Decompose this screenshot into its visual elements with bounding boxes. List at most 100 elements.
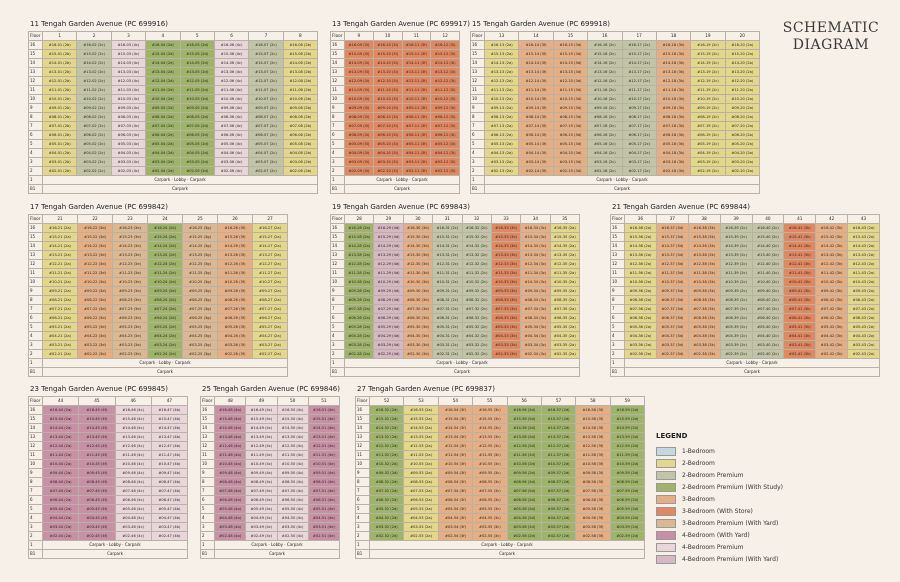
unit-cell[interactable]: #12-22 (3d) — [77, 259, 113, 269]
unit-cell[interactable]: #09-19 (2c) — [690, 103, 726, 113]
unit-cell[interactable]: #05-36 (2a) — [624, 322, 657, 332]
unit-cell[interactable]: #16-24 (2d) — [147, 223, 183, 233]
unit-cell[interactable]: #11-35 (2a) — [549, 268, 581, 278]
unit-cell[interactable]: #04-51 (4e) — [307, 513, 341, 523]
unit-cell[interactable]: #13-12 (3i) — [430, 67, 460, 77]
unit-cell[interactable]: #11-16 (2c) — [587, 85, 623, 95]
unit-cell[interactable]: #14-39 (2c) — [719, 241, 753, 251]
unit-cell[interactable]: #12-35 (2a) — [549, 259, 581, 269]
unit-cell[interactable]: #05-48 (4a) — [213, 504, 247, 514]
unit-cell[interactable]: #10-43 (2a) — [847, 277, 880, 287]
unit-cell[interactable]: #02-40 (2c) — [751, 349, 785, 359]
unit-cell[interactable]: #09-45 (4f) — [78, 468, 116, 478]
unit-cell[interactable]: #12-26 (3f) — [217, 259, 253, 269]
unit-cell[interactable]: #05-56 (2d) — [506, 504, 542, 514]
unit-cell[interactable]: #07-02 (2c) — [76, 121, 112, 131]
unit-cell[interactable]: #11-17 (2c) — [621, 85, 657, 95]
unit-cell[interactable]: #12-41 (3k) — [783, 259, 817, 269]
unit-cell[interactable]: #12-58 (3f) — [575, 441, 611, 451]
unit-cell[interactable]: #15-53 (2a) — [403, 414, 439, 424]
unit-cell[interactable]: #04-27 (2a) — [252, 331, 288, 341]
unit-cell[interactable]: #06-29 (4d) — [373, 313, 404, 323]
unit-cell[interactable]: #15-02 (2c) — [76, 49, 112, 59]
unit-cell[interactable]: #04-39 (2c) — [719, 331, 753, 341]
unit-cell[interactable]: #02-56 (2d) — [506, 531, 542, 541]
unit-cell[interactable]: #04-33 (3k) — [490, 331, 522, 341]
unit-cell[interactable]: #15-16 (2c) — [587, 49, 623, 59]
unit-cell[interactable]: #07-58 (3f) — [575, 486, 611, 496]
unit-cell[interactable]: #02-44 (2a) — [41, 531, 80, 541]
unit-cell[interactable]: #08-10 (3i) — [372, 112, 403, 122]
unit-cell[interactable]: #12-02 (2c) — [76, 76, 112, 86]
unit-cell[interactable]: #06-02 (2c) — [76, 130, 112, 140]
unit-cell[interactable]: #04-25 (3g) — [182, 331, 218, 341]
unit-cell[interactable]: #03-56 (2d) — [506, 522, 542, 532]
unit-cell[interactable]: #05-30 (3d) — [402, 322, 434, 332]
unit-cell[interactable]: #05-27 (2a) — [252, 322, 288, 332]
unit-cell[interactable]: #10-12 (3i) — [430, 94, 460, 104]
unit-cell[interactable]: #10-36 (2a) — [624, 277, 657, 287]
unit-cell[interactable]: #02-51 (4e) — [307, 531, 341, 541]
unit-cell[interactable]: #12-48 (4a) — [213, 441, 247, 451]
unit-cell[interactable]: #05-14 (3f) — [518, 139, 554, 149]
unit-cell[interactable]: #03-20 (2a) — [724, 157, 761, 167]
unit-cell[interactable]: #15-57 (2d) — [540, 414, 577, 424]
unit-cell[interactable]: #05-17 (2c) — [621, 139, 657, 149]
unit-cell[interactable]: #05-39 (2c) — [719, 322, 753, 332]
unit-cell[interactable]: #14-09 (3i) — [344, 58, 374, 68]
unit-cell[interactable]: #11-28 (2a) — [343, 268, 375, 278]
unit-cell[interactable]: #11-38 (3k) — [687, 268, 721, 278]
unit-cell[interactable]: #08-13 (2a) — [483, 112, 520, 122]
unit-cell[interactable]: #09-22 (3d) — [77, 286, 113, 296]
unit-cell[interactable]: #11-55 (3c) — [472, 450, 508, 460]
unit-cell[interactable]: #04-58 (3f) — [575, 513, 611, 523]
unit-cell[interactable]: #08-01 (2b) — [41, 112, 78, 122]
unit-cell[interactable]: #10-05 (2d) — [179, 94, 215, 104]
unit-cell[interactable]: #06-31 (2c) — [432, 313, 463, 323]
unit-cell[interactable]: #15-40 (2c) — [751, 232, 785, 242]
unit-cell[interactable]: #08-16 (2c) — [587, 112, 623, 122]
unit-cell[interactable]: #15-35 (2a) — [549, 232, 581, 242]
unit-cell[interactable]: #11-36 (2a) — [624, 268, 657, 278]
unit-cell[interactable]: #02-49 (4c) — [245, 531, 278, 541]
unit-cell[interactable]: #06-33 (3k) — [490, 313, 522, 323]
unit-cell[interactable]: #07-33 (3k) — [490, 304, 522, 314]
unit-cell[interactable]: #08-43 (2a) — [847, 295, 880, 305]
unit-cell[interactable]: #15-01 (2b) — [41, 49, 78, 59]
unit-cell[interactable]: #12-53 (2a) — [403, 441, 439, 451]
unit-cell[interactable]: #13-11 (3f) — [401, 67, 432, 77]
unit-cell[interactable]: #02-59 (2d) — [609, 531, 646, 541]
unit-cell[interactable]: #14-11 (3f) — [401, 58, 432, 68]
unit-cell[interactable]: #02-32 (2c) — [461, 349, 492, 359]
unit-cell[interactable]: #08-31 (2c) — [432, 295, 463, 305]
unit-cell[interactable]: #07-57 (2d) — [540, 486, 577, 496]
unit-cell[interactable]: #02-07 (2c) — [248, 166, 284, 176]
unit-cell[interactable]: #09-28 (2a) — [343, 286, 375, 296]
unit-cell[interactable]: #15-07 (2c) — [248, 49, 284, 59]
unit-cell[interactable]: #13-08 (2b) — [282, 67, 319, 77]
unit-cell[interactable]: #09-13 (2a) — [483, 103, 520, 113]
unit-cell[interactable]: #09-56 (2d) — [506, 468, 542, 478]
unit-cell[interactable]: #03-33 (3k) — [490, 340, 522, 350]
unit-cell[interactable]: #07-56 (2d) — [506, 486, 542, 496]
unit-cell[interactable]: #04-35 (2a) — [549, 331, 581, 341]
unit-cell[interactable]: #03-41 (3k) — [783, 340, 817, 350]
unit-cell[interactable]: #13-59 (2d) — [609, 432, 646, 442]
unit-cell[interactable]: #14-01 (2b) — [41, 58, 78, 68]
unit-cell[interactable]: #15-09 (3i) — [344, 49, 374, 59]
unit-cell[interactable]: #15-52 (2d) — [368, 414, 405, 424]
unit-cell[interactable]: #05-23 (3e) — [112, 322, 148, 332]
unit-cell[interactable]: #10-13 (2a) — [483, 94, 520, 104]
unit-cell[interactable]: #03-29 (4d) — [373, 340, 404, 350]
unit-cell[interactable]: #10-38 (3k) — [687, 277, 721, 287]
unit-cell[interactable]: #03-54 (3f) — [437, 522, 474, 532]
unit-cell[interactable]: #08-02 (2c) — [76, 112, 112, 122]
unit-cell[interactable]: #13-15 (3d) — [552, 67, 589, 77]
unit-cell[interactable]: #02-09 (3i) — [344, 166, 374, 176]
unit-cell[interactable]: #05-59 (2d) — [609, 504, 646, 514]
unit-cell[interactable]: #04-37 (3d) — [655, 331, 689, 341]
unit-cell[interactable]: #14-43 (2a) — [847, 241, 880, 251]
unit-cell[interactable]: #05-49 (4c) — [245, 504, 278, 514]
unit-cell[interactable]: #11-49 (4c) — [245, 450, 278, 460]
unit-cell[interactable]: #06-10 (3i) — [372, 130, 403, 140]
